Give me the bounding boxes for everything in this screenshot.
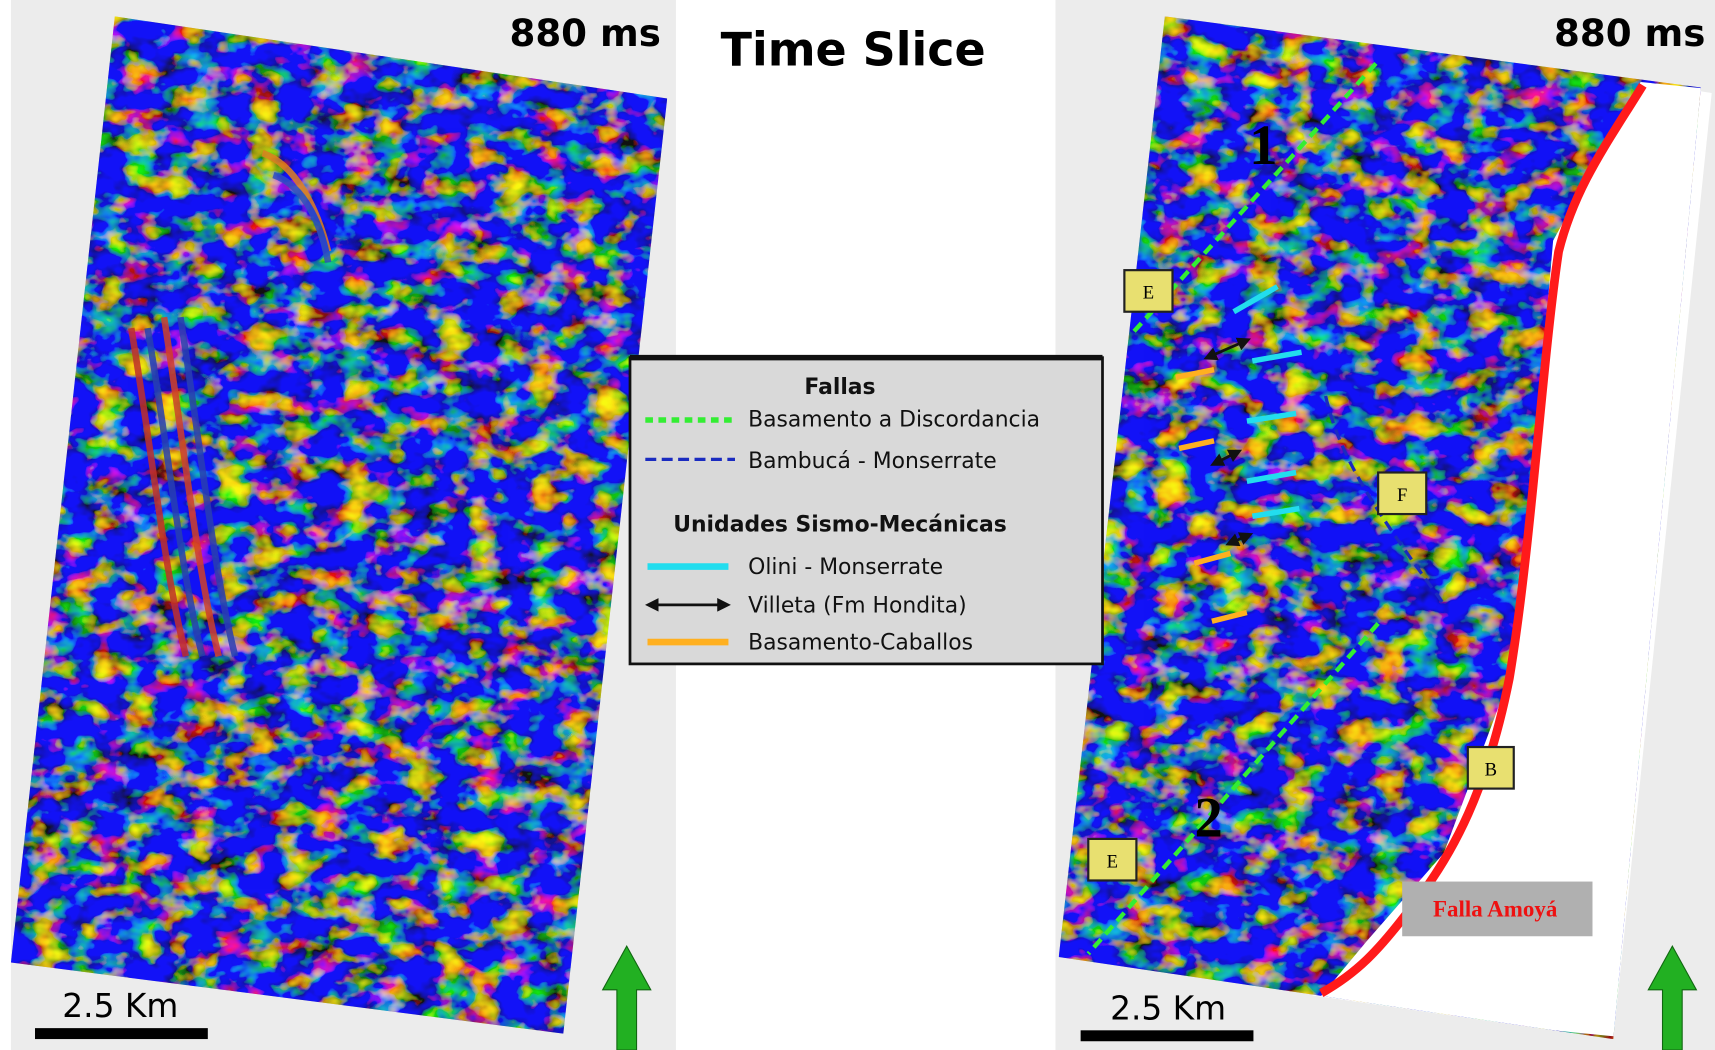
title: Time Slice bbox=[721, 23, 986, 77]
zone-label: E bbox=[1107, 851, 1118, 872]
fault-name: Falla Amoyá bbox=[1433, 897, 1558, 922]
fault-number: 1 bbox=[1249, 114, 1277, 177]
time-label: 880 ms bbox=[509, 11, 660, 55]
legend-item: Basamento-Caballos bbox=[748, 631, 973, 656]
zone-label: F bbox=[1397, 485, 1407, 506]
scale-label: 2.5 Km bbox=[1110, 989, 1226, 1027]
fault-number: 2 bbox=[1194, 787, 1222, 850]
time-label: 880 ms bbox=[1554, 11, 1705, 55]
legend-item: Basamento a Discordancia bbox=[748, 408, 1040, 433]
scale-bar bbox=[35, 1028, 208, 1039]
legend-heading: Unidades Sismo-Mecánicas bbox=[673, 513, 1006, 538]
scale-bar bbox=[1081, 1030, 1254, 1041]
zone-label: B bbox=[1485, 759, 1497, 780]
legend-item: Villeta (Fm Hondita) bbox=[748, 594, 967, 619]
legend-item: Bambucá - Monserrate bbox=[748, 449, 997, 474]
legend-heading: Fallas bbox=[804, 375, 875, 400]
figure: 880 ms 2.5 Km Time Slice 1 2 E E F B Fal… bbox=[0, 0, 1715, 1050]
legend-item: Olini - Monserrate bbox=[748, 555, 943, 580]
zone-label: E bbox=[1143, 283, 1154, 304]
seismic-right bbox=[1050, 0, 1715, 1050]
scale-label: 2.5 Km bbox=[62, 987, 178, 1025]
seismic-left bbox=[0, 0, 678, 1050]
